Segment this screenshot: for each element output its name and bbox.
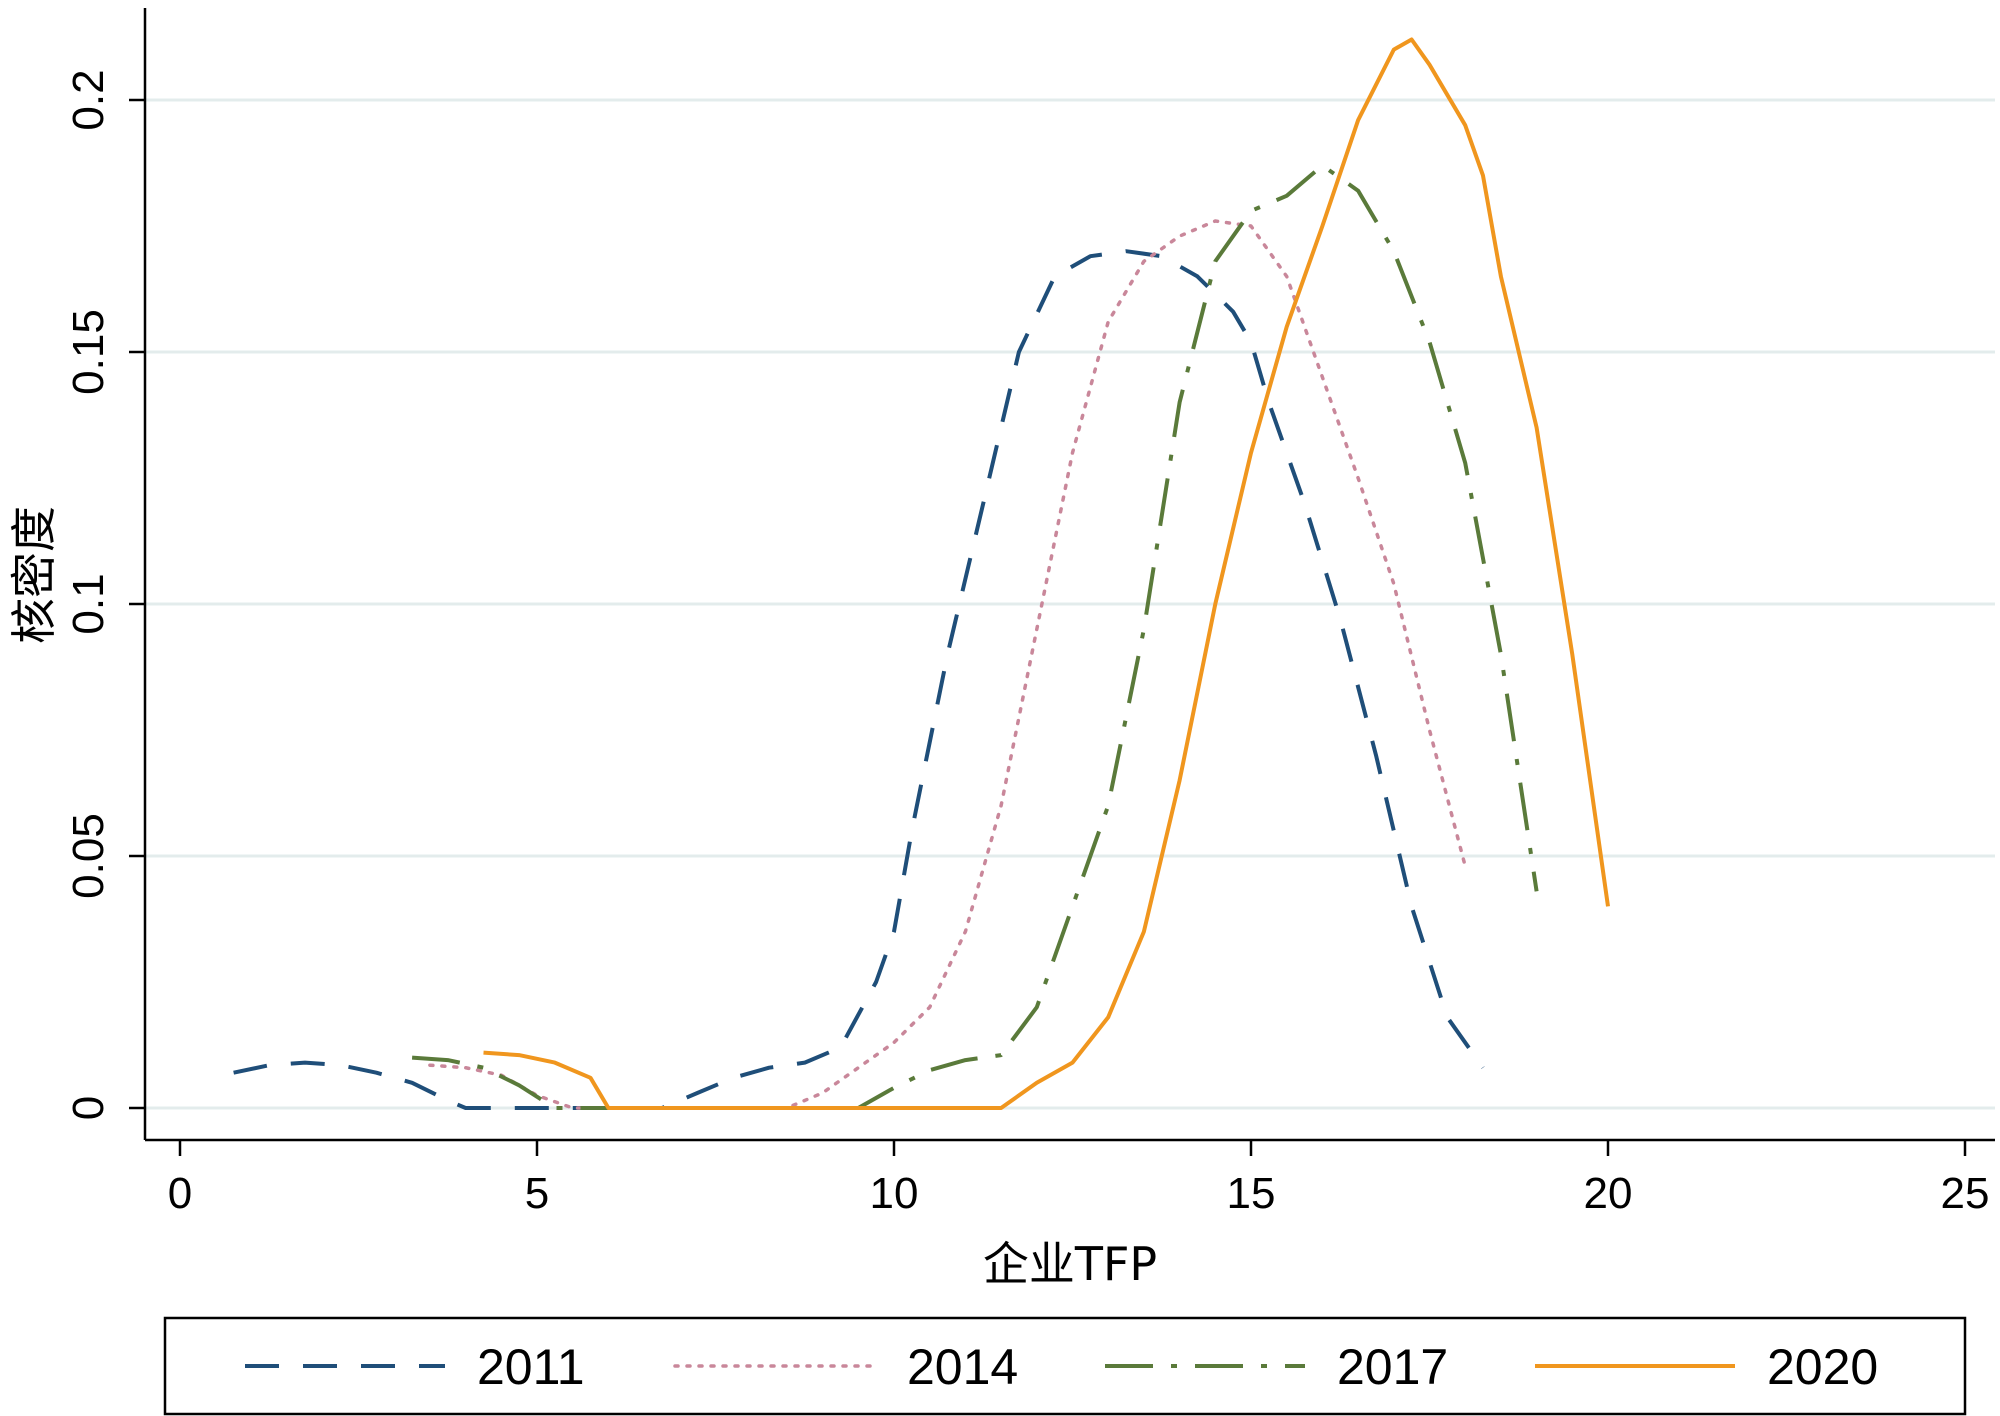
x-tick-label-4: 20 [1584,1169,1633,1218]
axes [129,8,1995,1156]
legend: 2011 2014 2017 2020 [163,1316,1967,1416]
x-tick-label-1: 5 [525,1169,549,1218]
series-line-2014 [428,219,1467,1110]
series-line-2017 [411,163,1539,1110]
legend-label-2020: 2020 [1767,1339,1878,1395]
y-tick-label-1: 0.05 [64,813,113,899]
x-axis-title: 企业TFP [983,1237,1157,1291]
y-tick-label-4: 0.2 [64,69,113,130]
y-tick-label-3: 0.15 [64,309,113,395]
legend-label-2014: 2014 [907,1339,1018,1395]
series-line-2020 [483,37,1610,1110]
x-tick-label-2: 10 [870,1169,919,1218]
x-tick-label-0: 0 [168,1169,192,1218]
gridlines [145,98,1995,1110]
y-axis-title: 核密度 [7,506,61,644]
legend-label-2017: 2017 [1337,1339,1448,1395]
x-tick-label-3: 15 [1227,1169,1276,1218]
y-tick-label-0: 0 [64,1096,113,1120]
x-tick-label-5: 25 [1941,1169,1990,1218]
y-tick-label-2: 0.1 [64,573,113,634]
tick-labels: 0 5 10 15 20 25 0 0.05 0.1 0.15 0.2 [64,69,1989,1218]
series-line-2011 [233,249,1485,1110]
legend-label-2011: 2011 [477,1339,585,1395]
series-lines [233,37,1610,1110]
